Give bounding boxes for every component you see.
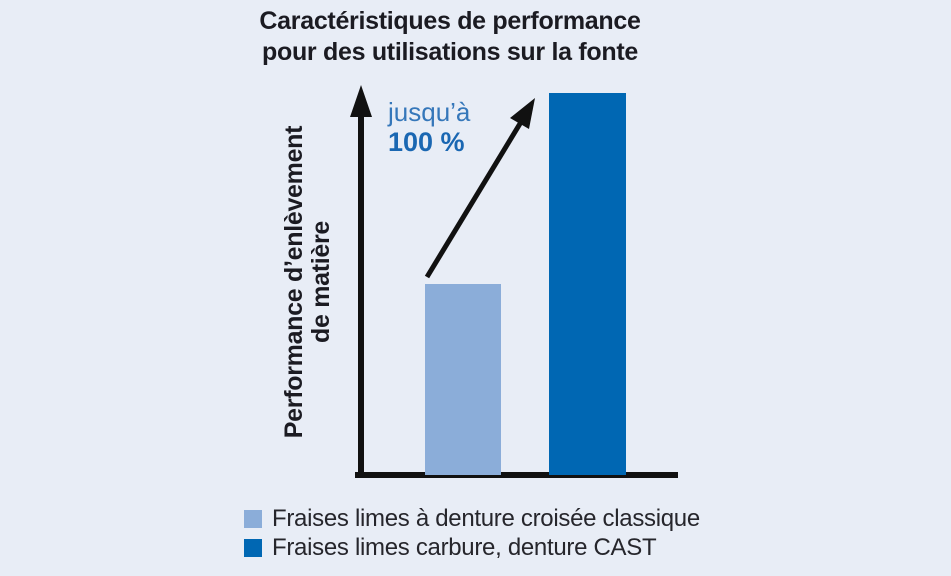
chart-title-line1: Caractéristiques de performance bbox=[259, 7, 641, 35]
chart-title: Caractéristiques de performance pour des… bbox=[243, 6, 657, 68]
y-axis-arrowhead-icon bbox=[350, 85, 372, 117]
legend-item-classic: Fraises limes à denture croisée classiqu… bbox=[244, 504, 700, 533]
legend-swatch-cast-icon bbox=[244, 538, 262, 557]
bar-cast-cut bbox=[549, 93, 626, 475]
legend-item-cast: Fraises limes carbure, denture CAST bbox=[244, 533, 700, 562]
bar-classic-cut bbox=[425, 284, 501, 475]
annotation-word: jusqu’à bbox=[388, 97, 471, 127]
chart-title-line2: pour des utilisations sur la fonte bbox=[262, 38, 638, 66]
legend-label-classic: Fraises limes à denture croisée classiqu… bbox=[272, 504, 700, 532]
legend-label-cast: Fraises limes carbure, denture CAST bbox=[272, 533, 657, 561]
increase-arrowhead-icon bbox=[510, 98, 535, 129]
increase-arrow-line bbox=[424, 120, 524, 279]
legend: Fraises limes à denture croisée classiqu… bbox=[244, 504, 700, 562]
legend-swatch-classic-icon bbox=[244, 509, 262, 528]
increase-annotation: jusqu’à 100 % bbox=[388, 97, 470, 157]
annotation-percent: 100 % bbox=[388, 127, 465, 157]
